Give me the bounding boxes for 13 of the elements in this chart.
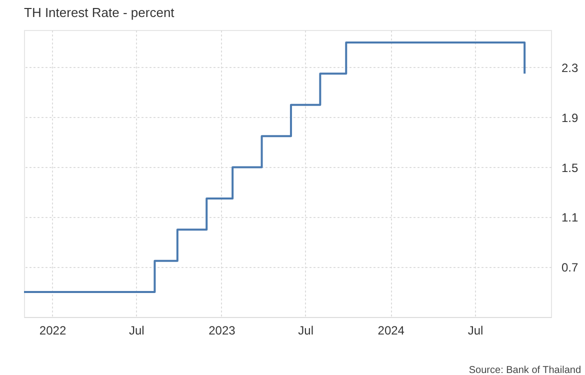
y-tick-label: 1.9 (562, 110, 579, 125)
x-tick-label: 2024 (378, 324, 405, 338)
y-tick-label: 1.1 (562, 210, 579, 225)
x-tick-label: Jul (298, 324, 314, 338)
y-tick-label: 0.7 (562, 260, 579, 275)
y-tick-label: 1.5 (562, 160, 579, 175)
x-tick-label: 2022 (39, 324, 66, 338)
x-tick-label: 2023 (208, 324, 236, 338)
x-tick-label: Jul (468, 324, 484, 338)
x-tick-label: Jul (128, 324, 144, 338)
chart-title: TH Interest Rate - percent (24, 5, 175, 20)
source-note: Source: Bank of Thailand (468, 365, 581, 375)
y-tick-label: 2.3 (562, 60, 579, 75)
